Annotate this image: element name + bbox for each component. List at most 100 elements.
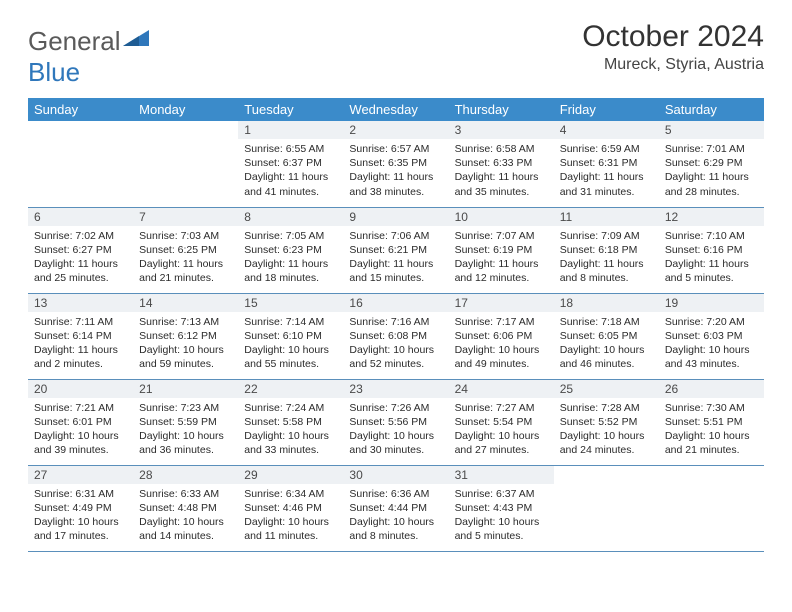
daylight-line: Daylight: 10 hours and 8 minutes. — [349, 515, 442, 543]
logo: GeneralBlue — [28, 20, 151, 88]
sunrise-line: Sunrise: 7:06 AM — [349, 229, 442, 243]
sunset-line: Sunset: 5:54 PM — [455, 415, 548, 429]
calendar-day-cell: 30Sunrise: 6:36 AMSunset: 4:44 PMDayligh… — [343, 465, 448, 551]
calendar-day-cell: 3Sunrise: 6:58 AMSunset: 6:33 PMDaylight… — [449, 121, 554, 207]
day-number: 23 — [343, 380, 448, 398]
day-content: Sunrise: 6:37 AMSunset: 4:43 PMDaylight:… — [449, 484, 554, 548]
calendar-day-cell: 24 Sunrise: 7:27 AMSunset: 5:54 PMDayligh… — [449, 379, 554, 465]
daylight-line: Daylight: 10 hours and 39 minutes. — [34, 429, 127, 457]
calendar-empty-cell — [133, 121, 238, 207]
calendar-day-cell: 5Sunrise: 7:01 AMSunset: 6:29 PMDaylight… — [659, 121, 764, 207]
daylight-line: Daylight: 10 hours and 55 minutes. — [244, 343, 337, 371]
calendar-day-cell: 27Sunrise: 6:31 AMSunset: 4:49 PMDayligh… — [28, 465, 133, 551]
daylight-line: Daylight: 10 hours and 52 minutes. — [349, 343, 442, 371]
day-content: Sunrise: 7:01 AMSunset: 6:29 PMDaylight:… — [659, 139, 764, 203]
logo-triangle-icon — [121, 28, 151, 50]
sunset-line: Sunset: 4:44 PM — [349, 501, 442, 515]
calendar-day-cell: 31Sunrise: 6:37 AMSunset: 4:43 PMDayligh… — [449, 465, 554, 551]
day-content: Sunrise: 7:28 AMSunset: 5:52 PMDaylight:… — [554, 398, 659, 462]
daylight-line: Daylight: 11 hours and 25 minutes. — [34, 257, 127, 285]
calendar-day-cell: 8Sunrise: 7:05 AMSunset: 6:23 PMDaylight… — [238, 207, 343, 293]
sunset-line: Sunset: 6:05 PM — [560, 329, 653, 343]
sunrise-line: Sunrise: 7:27 AM — [455, 401, 548, 415]
calendar-week-row: 13Sunrise: 7:11 AMSunset: 6:14 PMDayligh… — [28, 293, 764, 379]
day-header: Sunday — [28, 98, 133, 121]
sunrise-line: Sunrise: 6:59 AM — [560, 142, 653, 156]
sunrise-line: Sunrise: 6:57 AM — [349, 142, 442, 156]
sunset-line: Sunset: 5:52 PM — [560, 415, 653, 429]
sunrise-line: Sunrise: 7:24 AM — [244, 401, 337, 415]
header: GeneralBlue October 2024 Mureck, Styria,… — [28, 20, 764, 88]
daylight-line: Daylight: 10 hours and 17 minutes. — [34, 515, 127, 543]
page-subtitle: Mureck, Styria, Austria — [582, 56, 764, 74]
sunset-line: Sunset: 6:29 PM — [665, 156, 758, 170]
daylight-line: Daylight: 10 hours and 14 minutes. — [139, 515, 232, 543]
day-content: Sunrise: 6:31 AMSunset: 4:49 PMDaylight:… — [28, 484, 133, 548]
day-header-row: SundayMondayTuesdayWednesdayThursdayFrid… — [28, 98, 764, 121]
calendar-day-cell: 28Sunrise: 6:33 AMSunset: 4:48 PMDayligh… — [133, 465, 238, 551]
daylight-line: Daylight: 11 hours and 31 minutes. — [560, 170, 653, 198]
day-content: Sunrise: 7:18 AMSunset: 6:05 PMDaylight:… — [554, 312, 659, 376]
sunset-line: Sunset: 5:58 PM — [244, 415, 337, 429]
calendar-day-cell: 14Sunrise: 7:13 AMSunset: 6:12 PMDayligh… — [133, 293, 238, 379]
calendar-day-cell: 26Sunrise: 7:30 AMSunset: 5:51 PMDayligh… — [659, 379, 764, 465]
day-number: 10 — [449, 208, 554, 226]
sunrise-line: Sunrise: 6:58 AM — [455, 142, 548, 156]
day-number: 24 — [449, 380, 554, 398]
sunrise-line: Sunrise: 7:01 AM — [665, 142, 758, 156]
sunrise-line: Sunrise: 7:18 AM — [560, 315, 653, 329]
daylight-line: Daylight: 11 hours and 28 minutes. — [665, 170, 758, 198]
day-number: 12 — [659, 208, 764, 226]
sunrise-line: Sunrise: 7:03 AM — [139, 229, 232, 243]
daylight-line: Daylight: 11 hours and 41 minutes. — [244, 170, 337, 198]
calendar-day-cell: 29Sunrise: 6:34 AMSunset: 4:46 PMDayligh… — [238, 465, 343, 551]
day-number: 27 — [28, 466, 133, 484]
sunrise-line: Sunrise: 7:17 AM — [455, 315, 548, 329]
day-number: 3 — [449, 121, 554, 139]
sunset-line: Sunset: 6:19 PM — [455, 243, 548, 257]
day-content: Sunrise: 7:11 AMSunset: 6:14 PMDaylight:… — [28, 312, 133, 376]
sunset-line: Sunset: 4:46 PM — [244, 501, 337, 515]
calendar-day-cell: 25Sunrise: 7:28 AMSunset: 5:52 PMDayligh… — [554, 379, 659, 465]
calendar-week-row: 27Sunrise: 6:31 AMSunset: 4:49 PMDayligh… — [28, 465, 764, 551]
sunset-line: Sunset: 6:08 PM — [349, 329, 442, 343]
day-number: 5 — [659, 121, 764, 139]
calendar-day-cell: 1Sunrise: 6:55 AMSunset: 6:37 PMDaylight… — [238, 121, 343, 207]
day-content: Sunrise: 6:59 AMSunset: 6:31 PMDaylight:… — [554, 139, 659, 203]
sunset-line: Sunset: 4:48 PM — [139, 501, 232, 515]
calendar-day-cell: 11Sunrise: 7:09 AMSunset: 6:18 PMDayligh… — [554, 207, 659, 293]
sunrise-line: Sunrise: 6:36 AM — [349, 487, 442, 501]
day-content: Sunrise: 7:17 AMSunset: 6:06 PMDaylight:… — [449, 312, 554, 376]
logo-text: GeneralBlue — [28, 26, 151, 88]
title-block: October 2024 Mureck, Styria, Austria — [582, 20, 764, 74]
daylight-line: Daylight: 10 hours and 27 minutes. — [455, 429, 548, 457]
sunrise-line: Sunrise: 7:14 AM — [244, 315, 337, 329]
sunrise-line: Sunrise: 7:23 AM — [139, 401, 232, 415]
day-header: Monday — [133, 98, 238, 121]
daylight-line: Daylight: 10 hours and 59 minutes. — [139, 343, 232, 371]
day-content: Sunrise: 7:20 AMSunset: 6:03 PMDaylight:… — [659, 312, 764, 376]
sunset-line: Sunset: 6:33 PM — [455, 156, 548, 170]
day-number: 9 — [343, 208, 448, 226]
sunrise-line: Sunrise: 7:26 AM — [349, 401, 442, 415]
sunset-line: Sunset: 6:21 PM — [349, 243, 442, 257]
calendar-day-cell: 18Sunrise: 7:18 AMSunset: 6:05 PMDayligh… — [554, 293, 659, 379]
daylight-line: Daylight: 10 hours and 46 minutes. — [560, 343, 653, 371]
sunset-line: Sunset: 4:43 PM — [455, 501, 548, 515]
day-number: 19 — [659, 294, 764, 312]
sunrise-line: Sunrise: 7:07 AM — [455, 229, 548, 243]
sunset-line: Sunset: 6:14 PM — [34, 329, 127, 343]
calendar-day-cell: 7Sunrise: 7:03 AMSunset: 6:25 PMDaylight… — [133, 207, 238, 293]
daylight-line: Daylight: 10 hours and 24 minutes. — [560, 429, 653, 457]
sunrise-line: Sunrise: 6:55 AM — [244, 142, 337, 156]
sunset-line: Sunset: 6:06 PM — [455, 329, 548, 343]
sunrise-line: Sunrise: 6:33 AM — [139, 487, 232, 501]
sunset-line: Sunset: 6:23 PM — [244, 243, 337, 257]
calendar-day-cell: 16Sunrise: 7:16 AMSunset: 6:08 PMDayligh… — [343, 293, 448, 379]
sunset-line: Sunset: 6:27 PM — [34, 243, 127, 257]
day-number: 11 — [554, 208, 659, 226]
day-header: Tuesday — [238, 98, 343, 121]
sunrise-line: Sunrise: 6:37 AM — [455, 487, 548, 501]
day-number: 13 — [28, 294, 133, 312]
daylight-line: Daylight: 10 hours and 36 minutes. — [139, 429, 232, 457]
